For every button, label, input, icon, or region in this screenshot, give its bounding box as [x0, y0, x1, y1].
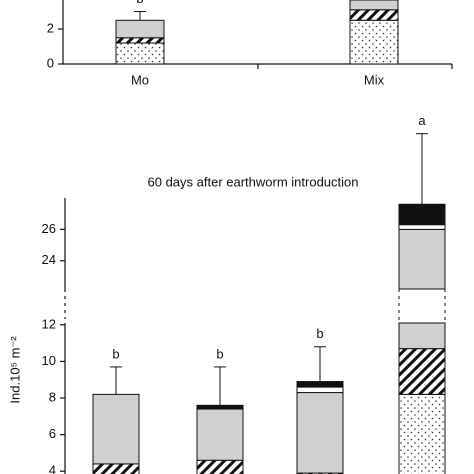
- bar-segment: [115, 19, 165, 39]
- y-tick-label: 12: [42, 316, 56, 331]
- bar-segment: [349, 0, 399, 11]
- bar-segment: [398, 393, 446, 474]
- bar-segment: [398, 348, 446, 395]
- bar-segment: [398, 228, 446, 290]
- bar-segment: [398, 203, 446, 226]
- x-tick-label: Mo: [131, 72, 149, 87]
- y-tick-label: 8: [49, 389, 56, 404]
- annotation: b: [216, 346, 223, 361]
- y-axis-label: Ind.10⁵ m⁻²: [7, 336, 22, 404]
- bar-segment: [349, 9, 399, 21]
- bar-segment: [349, 19, 399, 65]
- annotation: b: [112, 346, 119, 361]
- annotation: b: [136, 0, 143, 6]
- y-tick-label: 2: [47, 20, 54, 35]
- y-tick-label: 0: [47, 55, 54, 70]
- y-tick-label: 10: [42, 353, 56, 368]
- bar-segment: [296, 392, 344, 474]
- y-tick-label: 24: [42, 252, 56, 267]
- y-tick-label: 6: [49, 426, 56, 441]
- x-tick-label: Mix: [364, 72, 385, 87]
- y-tick-label: 26: [42, 221, 56, 236]
- bar-segment: [92, 463, 140, 474]
- bar-segment: [196, 459, 244, 474]
- bar-segment: [115, 37, 165, 44]
- y-tick-label: 4: [49, 463, 56, 474]
- annotation: b: [316, 326, 323, 341]
- bar-segment: [115, 42, 165, 65]
- bar-segment: [196, 408, 244, 461]
- annotation: a: [418, 113, 426, 128]
- bar-segment: [196, 404, 244, 410]
- chart-title: 60 days after earthworm introduction: [148, 174, 359, 189]
- bar-segment: [92, 393, 140, 465]
- bar-segment: [398, 322, 446, 350]
- bar-segment: [296, 381, 344, 388]
- bar-segment: [296, 386, 344, 394]
- bar-segment: [398, 224, 446, 230]
